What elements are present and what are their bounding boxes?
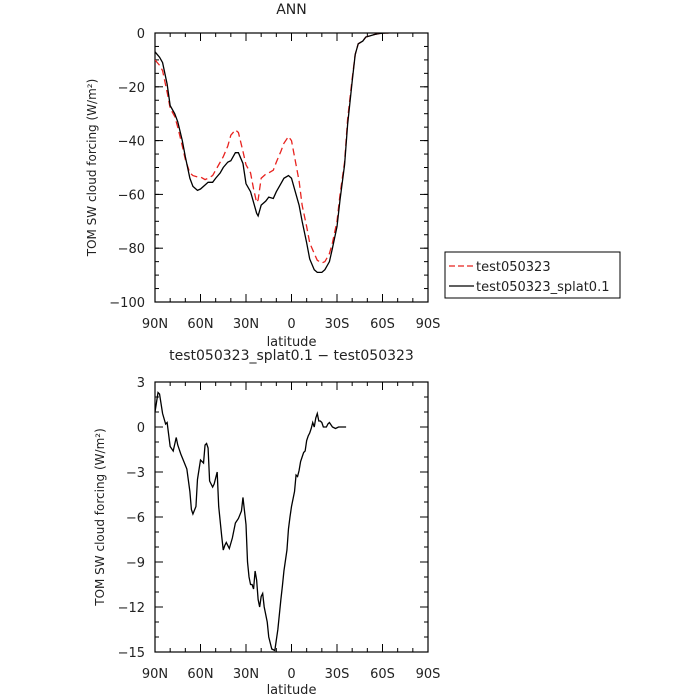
chart-title: ANN	[276, 2, 307, 18]
x-tick-label: 60N	[187, 667, 213, 682]
x-tick-label: 60N	[187, 317, 213, 332]
y-tick-label: −6	[126, 511, 145, 526]
legend-box	[444, 251, 621, 299]
legend: test050323 test050323_splat0.1	[444, 251, 621, 299]
y-tick-label: −15	[118, 646, 145, 661]
plot-frame	[154, 381, 429, 653]
top-panel: 90N 60N 30N 0 30S 60S 90S 0 −20 −40 −60 −80 −100 ANN l…	[85, 2, 440, 350]
x-tick-label: 90S	[416, 667, 441, 682]
bottom-panel: 90N 60N 30N 0 30S 60S 90S 3 0 −3 −6 −9 −12 −15 test050…	[93, 348, 440, 698]
x-tick-label: 30S	[325, 667, 350, 682]
x-axis-label: latitude	[267, 683, 317, 698]
x-axis-label: latitude	[267, 335, 317, 350]
y-axis-label: TOM SW cloud forcing (W/m²)	[85, 79, 99, 258]
x-tick-label: 30N	[233, 317, 259, 332]
y-tick-label: −12	[118, 601, 145, 616]
x-tick-label: 90S	[416, 317, 441, 332]
y-tick-label: −80	[118, 242, 145, 257]
legend-label: test050323	[476, 260, 551, 275]
y-tick-label: −40	[118, 135, 145, 150]
x-tick-label: 30S	[325, 317, 350, 332]
y-tick-label: 3	[137, 376, 145, 391]
x-tick-label: 90N	[142, 667, 168, 682]
x-tick-label: 0	[287, 667, 295, 682]
y-tick-label: −20	[118, 81, 145, 96]
y-tick-label: −3	[126, 466, 145, 481]
x-tick-label: 90N	[142, 317, 168, 332]
x-tick-label: 30N	[233, 667, 259, 682]
y-tick-label: −100	[109, 296, 145, 311]
x-tick-label: 60S	[370, 317, 395, 332]
series-line-test050323-splat0-1	[155, 33, 389, 274]
series-line-difference	[155, 391, 347, 652]
chart-title: test050323_splat0.1 − test050323	[169, 348, 414, 364]
y-tick-label: −9	[126, 556, 145, 571]
y-tick-label: −60	[118, 188, 145, 203]
x-tick-label: 0	[287, 317, 295, 332]
y-tick-label: 0	[137, 421, 145, 436]
y-tick-label: 0	[137, 27, 145, 42]
y-axis-label: TOM SW cloud forcing (W/m²)	[93, 428, 107, 607]
plot-frame	[154, 32, 429, 303]
legend-label: test050323_splat0.1	[476, 280, 609, 295]
x-tick-label: 60S	[370, 667, 395, 682]
